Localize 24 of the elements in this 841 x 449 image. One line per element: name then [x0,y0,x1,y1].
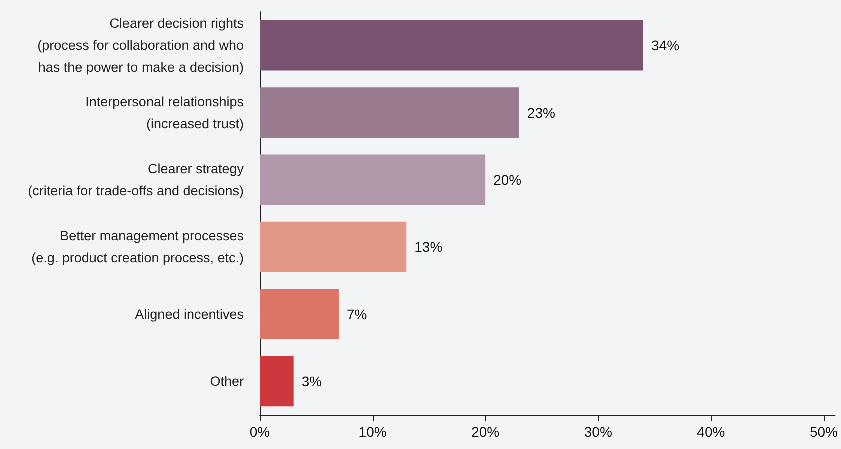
data-label: 34% [652,38,680,54]
bar [260,20,644,71]
y-tick-label: Interpersonal relationships (increased trust) [86,94,244,132]
y-tick-label: Other [210,374,244,389]
y-tick-label: Better management processes (e.g. product creation process, etc.) [32,228,244,266]
data-label: 23% [527,104,556,121]
y-tick-label: Clearer strategy (criteria for trade-offs and decisions) [28,161,244,198]
x-tick-label: 30% [584,424,612,440]
bar [260,88,520,138]
data-label: 7% [346,306,368,322]
x-tick-label: 10% [358,424,387,440]
x-tick-label: 0% [250,424,270,440]
x-tick-label: 20% [472,424,500,440]
x-tick-label: 50% [810,424,838,440]
bar [260,356,294,407]
x-tick-label: 40% [697,424,726,440]
y-tick-label: Clearer decision rights (process for collaboration and who has the power to make a decision) [38,16,244,76]
bar [260,222,407,272]
bar [260,289,339,340]
data-label: 3% [302,373,322,390]
data-label: 20% [494,172,522,188]
bar [260,154,486,206]
data-label: 13% [414,239,443,256]
y-tick-label: Aligned incentives [135,306,244,322]
